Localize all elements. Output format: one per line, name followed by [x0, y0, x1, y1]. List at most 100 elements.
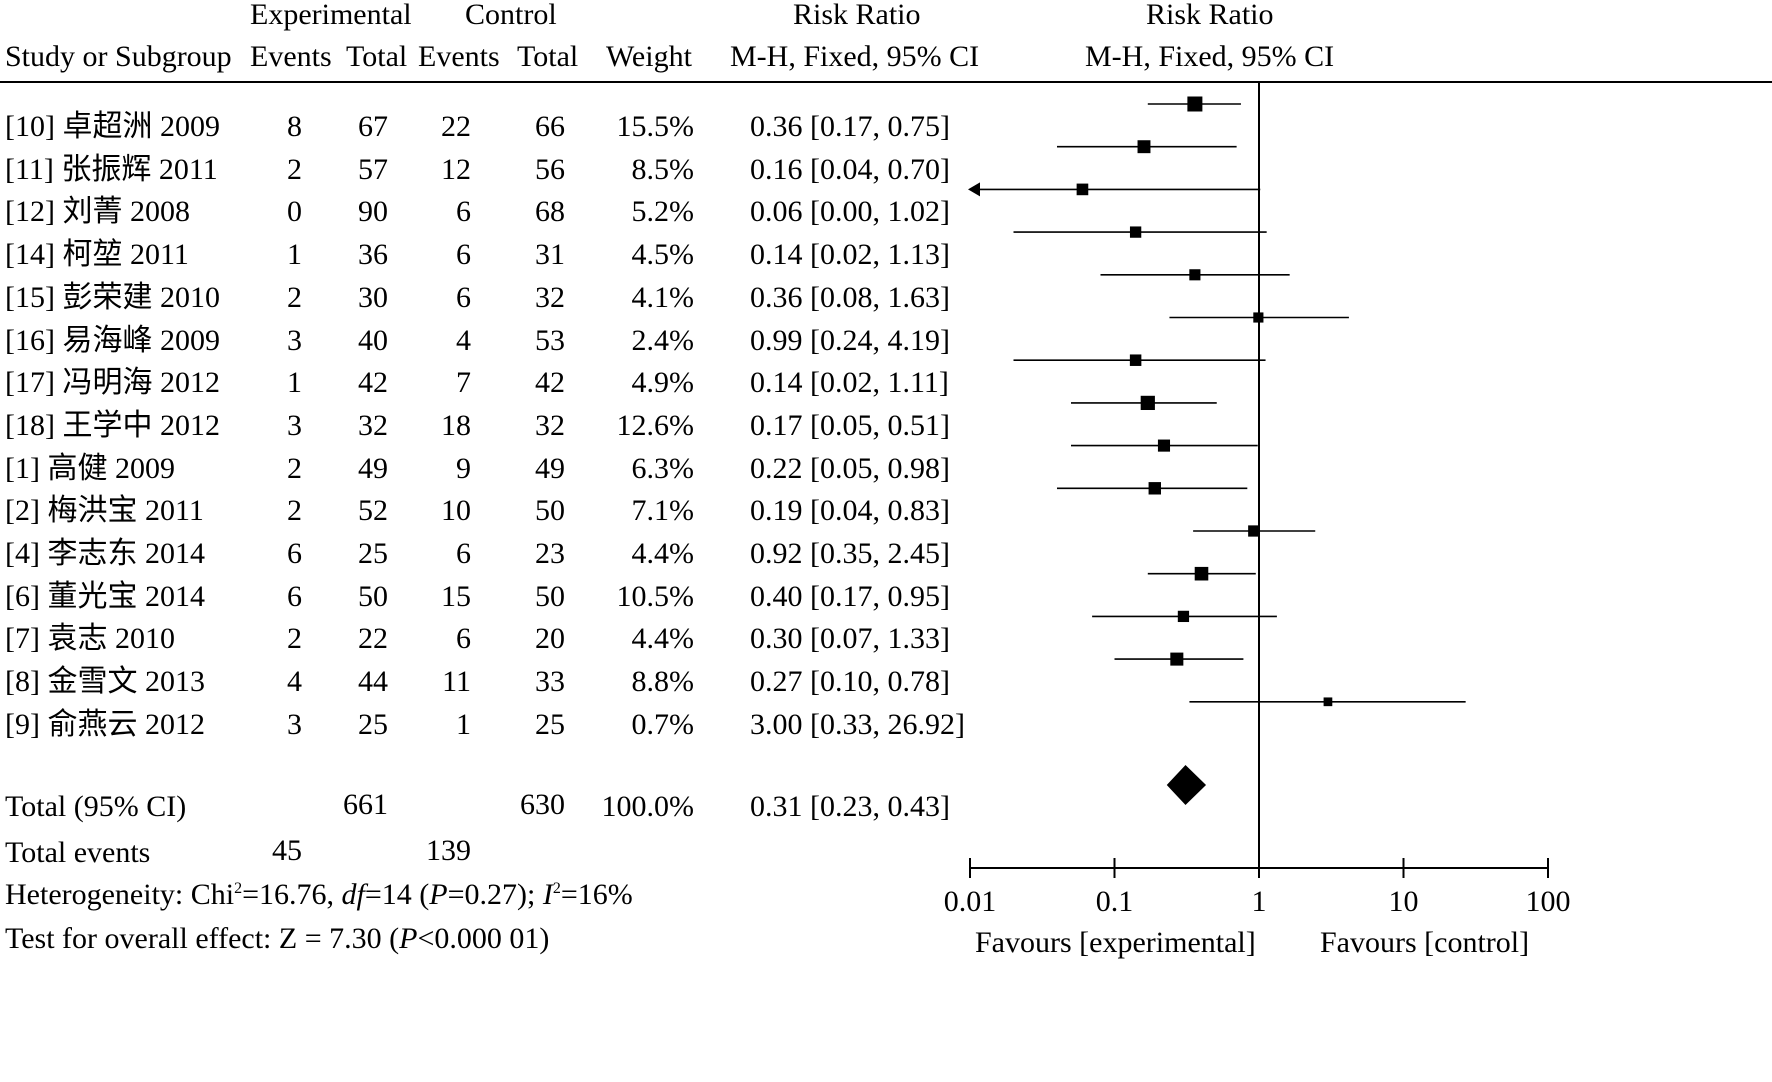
total-events-ctrl: 139 — [426, 834, 471, 867]
study-total-exp: 25 — [358, 537, 388, 570]
x-tick-label: 10 — [1388, 885, 1419, 918]
x-tick-label: 100 — [1525, 885, 1571, 918]
study-weight: 4.4% — [631, 622, 695, 656]
study-weight: 4.9% — [631, 366, 695, 400]
study-total-exp: 40 — [358, 323, 388, 357]
study-name: [17] 冯明海 2012 — [5, 366, 220, 400]
study-ci-text: 0.36 [0.08, 1.63] — [750, 280, 950, 314]
study-ci-text: 0.06 [0.00, 1.02] — [750, 195, 950, 229]
study-point-square — [1187, 96, 1203, 112]
study-weight: 10.5% — [616, 579, 695, 613]
study-events-exp: 4 — [287, 665, 302, 699]
study-name: [11] 张振辉 2011 — [5, 152, 218, 186]
study-ci-text: 0.16 [0.04, 0.70] — [750, 152, 950, 186]
overall-effect-p-value: <0.000 01) — [417, 922, 550, 955]
study-events-ctrl: 7 — [456, 366, 471, 400]
study-name: [12] 刘菁 2008 — [5, 195, 190, 229]
study-total-ctrl: 33 — [535, 665, 565, 699]
study-total-ctrl: 32 — [535, 280, 565, 314]
study-total-ctrl: 42 — [535, 366, 565, 400]
study-point-square — [1177, 610, 1190, 623]
study-weight: 7.1% — [631, 494, 695, 528]
x-tick-label: 0.1 — [1095, 885, 1134, 918]
study-events-exp: 6 — [287, 537, 302, 570]
study-weight: 8.5% — [631, 152, 695, 186]
study-point-square — [1157, 439, 1171, 452]
study-ci-text: 0.36 [0.17, 0.75] — [750, 110, 950, 143]
study-point-square — [1189, 269, 1201, 281]
heterogeneity-p-value: =0.27); — [447, 878, 543, 911]
study-point-square — [1323, 697, 1333, 707]
heterogeneity-i: I — [542, 878, 553, 911]
study-events-exp: 1 — [287, 366, 302, 400]
header-events-ctrl: Events — [418, 40, 500, 73]
study-events-ctrl: 11 — [442, 665, 471, 699]
study-events-ctrl: 9 — [456, 451, 471, 485]
study-total-exp: 57 — [358, 152, 388, 186]
study-total-exp: 50 — [358, 579, 388, 613]
study-total-exp: 36 — [358, 238, 388, 272]
study-name: [15] 彭荣建 2010 — [5, 280, 220, 314]
study-name: [4] 李志东 2014 — [5, 537, 205, 570]
study-events-exp: 2 — [287, 152, 302, 186]
study-total-exp: 32 — [358, 408, 388, 442]
study-events-exp: 3 — [287, 323, 302, 357]
study-events-ctrl: 1 — [456, 707, 471, 741]
study-events-exp: 2 — [287, 451, 302, 485]
total-ctrl-total: 630 — [520, 788, 565, 821]
study-weight: 8.8% — [631, 665, 695, 699]
study-total-ctrl: 49 — [535, 451, 565, 485]
x-tick-label: 0.01 — [943, 885, 997, 918]
study-point-square — [1170, 652, 1184, 666]
study-events-exp: 2 — [287, 494, 302, 528]
x-tick-label: 1 — [1251, 885, 1267, 918]
study-weight: 2.4% — [631, 323, 695, 357]
study-name: [8] 金雪文 2013 — [5, 665, 205, 699]
study-total-ctrl: 32 — [535, 408, 565, 442]
study-ci-text: 0.40 [0.17, 0.95] — [750, 579, 950, 613]
study-events-ctrl: 6 — [456, 622, 471, 656]
study-ci-text: 0.19 [0.04, 0.83] — [750, 494, 950, 528]
ci-clip-arrow — [968, 182, 980, 197]
heterogeneity-df: df — [341, 878, 365, 911]
study-ci-text: 0.17 [0.05, 0.51] — [750, 408, 950, 442]
study-total-ctrl: 50 — [535, 494, 565, 528]
study-ci-text: 0.14 [0.02, 1.13] — [750, 238, 950, 272]
total-label: Total (95% CI) — [5, 790, 187, 823]
study-point-square — [1248, 525, 1260, 537]
header-method-plot: M-H, Fixed, 95% CI — [1085, 40, 1335, 73]
study-total-exp: 67 — [358, 110, 388, 143]
pooled-effect-diamond — [1166, 765, 1207, 805]
study-weight: 12.6% — [616, 408, 695, 442]
study-total-exp: 22 — [358, 622, 388, 656]
study-name: [1] 高健 2009 — [5, 451, 175, 485]
heterogeneity-df-value: =14 ( — [364, 878, 430, 911]
study-total-exp: 30 — [358, 280, 388, 314]
study-name: [18] 王学中 2012 — [5, 408, 220, 442]
header-total-exp: Total — [346, 40, 408, 73]
heterogeneity-i-value: =16% — [560, 878, 633, 911]
study-events-exp: 1 — [287, 238, 302, 272]
study-weight: 4.1% — [631, 280, 695, 314]
study-point-square — [1076, 183, 1089, 196]
study-total-ctrl: 53 — [535, 323, 565, 357]
total-exp-total: 661 — [343, 788, 388, 821]
study-total-exp: 90 — [358, 195, 388, 229]
study-total-exp: 44 — [358, 665, 388, 699]
total-events-label: Total events — [5, 836, 151, 869]
study-name: [6] 董光宝 2014 — [5, 579, 205, 613]
header-weight: Weight — [606, 40, 692, 73]
study-weight: 0.7% — [631, 707, 695, 741]
study-events-ctrl: 6 — [456, 195, 471, 229]
study-total-ctrl: 23 — [535, 537, 565, 570]
study-weight: 4.5% — [631, 238, 695, 272]
study-point-square — [1129, 226, 1142, 238]
study-ci-text: 0.99 [0.24, 4.19] — [750, 323, 950, 357]
header-events-exp: Events — [250, 40, 332, 73]
study-weight: 5.2% — [631, 195, 695, 229]
study-events-exp: 2 — [287, 622, 302, 656]
heterogeneity-text: Heterogeneity: Chi2=16.76, df=14 (P=0.27… — [5, 880, 633, 910]
study-total-ctrl: 50 — [535, 579, 565, 613]
study-weight: 4.4% — [631, 537, 695, 570]
